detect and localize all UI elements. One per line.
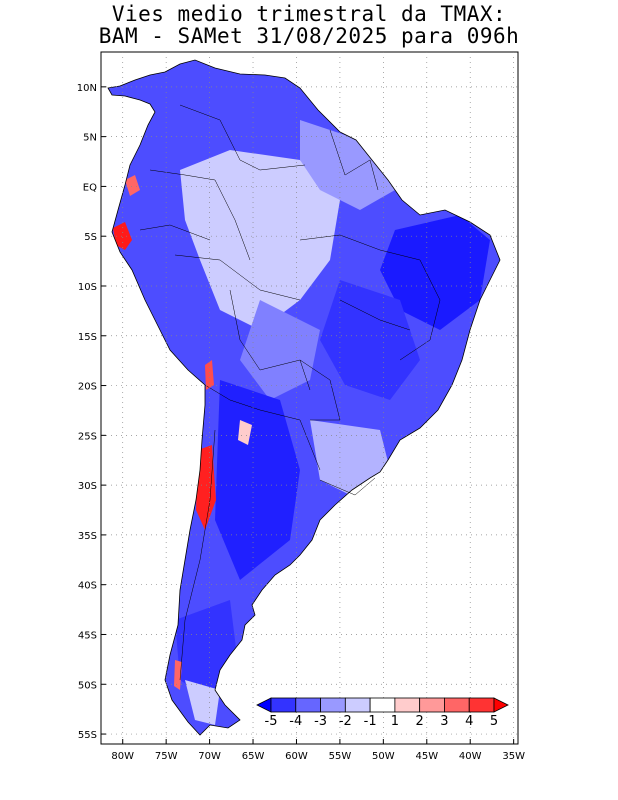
border-peru-north [139,224,211,241]
ecuador-warm-patch [125,175,140,196]
amazon-light-region [180,150,340,330]
colorbar-label: -3 [314,714,327,729]
colorbar-label: -1 [364,714,377,729]
colorbar-label: 3 [440,714,448,729]
lon-label: 75W [155,751,178,762]
lat-label: EQ [83,182,97,193]
colorbar-segment [394,697,421,713]
lat-label: 5N [83,133,97,144]
south-chile-warm-patch [174,660,182,690]
border-brazil-states [299,234,441,361]
colorbar-label: 4 [465,714,473,729]
atacama-warm-patch [205,360,214,390]
colorbar-segment [320,697,346,713]
chile-warm-patch [196,445,216,530]
colorbar-label: 2 [416,714,424,729]
argentina-dark-region [215,380,300,580]
guianas-region [300,120,395,210]
country-borders [139,104,441,681]
lon-label: 80W [111,751,134,762]
map-title-line1: Vies medio trimestral da TMAX: [111,2,507,26]
peru-coast-warm-patch [113,222,132,250]
colorbar-segment [369,697,396,713]
border-venezuela [179,104,306,171]
border-chile [179,429,216,681]
lat-label: 55S [78,730,97,741]
colorbar-right-arrow [493,697,509,713]
lon-label: 55W [329,751,352,762]
border-colombia [149,169,251,261]
lon-label: 40W [459,751,482,762]
lat-label: 40S [78,581,97,592]
colorbar: -5 -4 -3 -2 -1 1 2 3 4 5 [256,697,509,729]
south-brazil-region [310,420,390,495]
lat-label: 45S [78,630,97,641]
axis-labels: 10N 5N EQ 5S 10S 15S 20S 25S 30S 35S 40S 45S 50S 55S 8… [77,83,525,762]
northeast-dark-region [380,215,490,330]
border-brazil-states-2 [339,299,411,331]
lon-label: 50W [372,751,395,762]
lon-label: 65W [242,751,265,762]
colorbar-label: 5 [490,714,498,729]
lat-label: 30S [78,481,97,492]
colorbar-segment [444,697,470,713]
lon-label: 60W [285,751,308,762]
lat-label: 50S [78,680,97,691]
graticule [101,52,518,744]
andes-light-patch [238,420,252,445]
colorbar-segment [270,697,297,713]
lon-label: 35W [502,751,525,762]
lat-label: 35S [78,531,97,542]
colorbar-segment [344,697,371,713]
map-title-line2: BAM - SAMet 31/08/2025 para 096h [98,24,520,48]
colorbar-segment [295,697,321,713]
border-guianas [329,129,379,191]
lon-label: 45W [415,751,438,762]
colorbar-segment [468,697,495,713]
lat-label: 25S [78,431,97,442]
lat-label: 10S [78,282,97,293]
bolivia-region [240,300,320,400]
border-paraguay [299,359,341,421]
colorbar-label: -4 [289,714,302,729]
central-brazil-region [320,280,420,400]
colorbar-label: -2 [339,714,352,729]
lat-label: 5S [84,232,97,243]
border-bolivia [229,289,311,391]
lat-label: 20S [78,382,97,393]
border-peru-brazil [174,254,301,301]
border-argentina-north [204,384,321,471]
lat-label: 15S [78,332,97,343]
colorbar-label: 1 [391,714,399,729]
lat-label: 10N [77,83,97,94]
colorbar-segment [419,697,445,713]
colorbar-label: -5 [265,714,278,729]
lon-label: 70W [198,751,221,762]
tierra-del-fuego-region [185,680,220,725]
